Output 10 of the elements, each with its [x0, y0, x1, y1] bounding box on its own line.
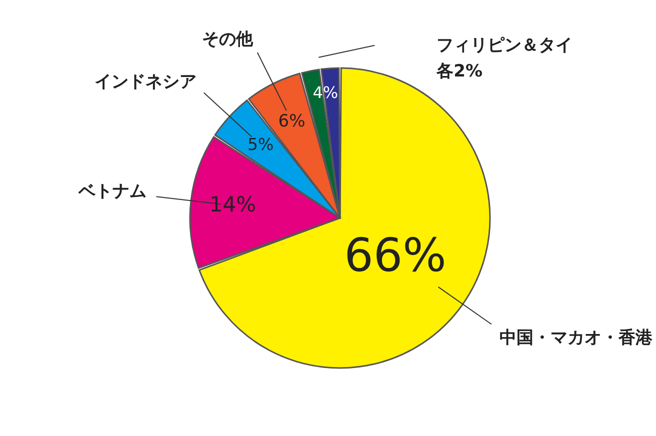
data-label: 6% [278, 111, 306, 132]
text: フィリピン＆タイ [436, 35, 573, 56]
slice-label: ベトナム [77, 181, 146, 202]
slice-label: 中国・マカオ・香港 [500, 328, 654, 348]
data-label: 5% [247, 134, 274, 154]
text: 各2% [436, 61, 483, 82]
data-label: 66% [344, 228, 446, 282]
data-label: 14% [209, 192, 256, 217]
slice-label: インドネシア [94, 72, 197, 92]
slice-label: その他 [202, 30, 254, 50]
